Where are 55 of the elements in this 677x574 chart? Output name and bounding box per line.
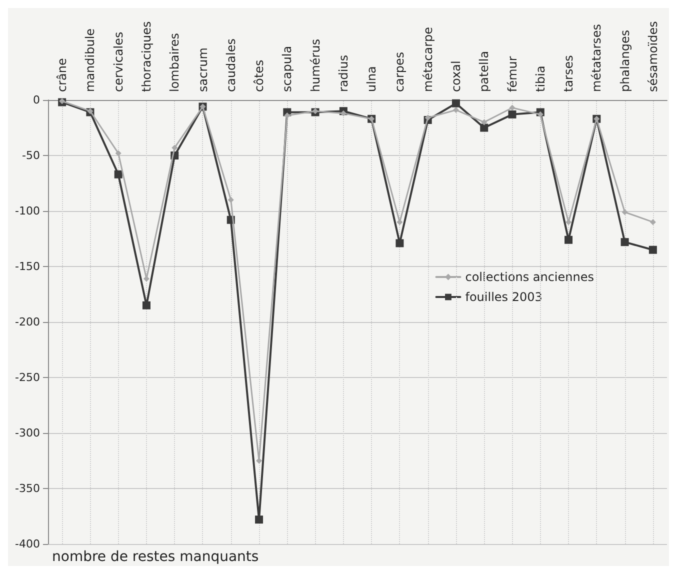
- x-tick-label: tarses: [562, 55, 576, 92]
- point: [509, 104, 516, 111]
- x-tick-label: sacrum: [196, 48, 210, 92]
- x-tick-label: lombaires: [168, 33, 182, 92]
- x-tick-label: humérus: [308, 38, 322, 92]
- y-tick-label: -200: [15, 316, 40, 328]
- y-tick-label: -400: [15, 538, 40, 550]
- point: [620, 238, 629, 246]
- x-tick-label: tibia: [533, 66, 548, 92]
- x-tick-label: sésamoïdes: [646, 21, 660, 92]
- point: [228, 196, 234, 203]
- point: [114, 170, 122, 178]
- legend-label: collections anciennes: [465, 270, 594, 284]
- y-tick-label: -350: [15, 482, 40, 495]
- x-tick-label: mandibule: [83, 28, 98, 92]
- legend-label: fouilles 2003: [465, 290, 542, 304]
- x-tick-label: côtes: [252, 60, 266, 92]
- x-tick-label: métacarpe: [420, 26, 435, 92]
- point: [452, 99, 460, 108]
- point: [172, 144, 178, 151]
- x-tick-label: crâne: [55, 58, 70, 92]
- y-tick-label: -300: [15, 426, 40, 440]
- x-tick-label: cervicales: [111, 32, 126, 92]
- x-tick-label: coxal: [448, 60, 463, 92]
- point: [142, 301, 150, 310]
- x-tick-label: caudales: [224, 38, 238, 92]
- x-tick-label: métatarses: [590, 24, 604, 92]
- point: [650, 219, 656, 226]
- point: [648, 246, 657, 254]
- x-tick-label: fémur: [505, 56, 520, 92]
- x-tick-label: ulna: [364, 66, 379, 92]
- point: [115, 150, 122, 156]
- point: [396, 239, 404, 248]
- point: [480, 124, 488, 132]
- text: nombre de restes manquants: [52, 549, 259, 565]
- x-tick-label: patella: [477, 50, 492, 92]
- x-tick-label: scapula: [280, 46, 294, 92]
- y-tick-label: -50: [22, 149, 40, 162]
- point: [537, 111, 544, 118]
- y-tick-label: 0: [33, 94, 40, 106]
- point: [452, 106, 459, 113]
- point: [508, 110, 516, 118]
- point: [622, 209, 628, 216]
- point: [255, 516, 264, 524]
- point: [340, 110, 346, 116]
- y-tick-label: -100: [15, 204, 40, 218]
- x-tick-label: radius: [336, 54, 350, 92]
- x-tick-label: phalanges: [618, 30, 632, 92]
- point: [564, 236, 573, 244]
- x-tick-label: thoraciques: [139, 21, 154, 92]
- point: [424, 114, 431, 121]
- y-tick-label: -150: [15, 260, 40, 273]
- x-tick-label: carpes: [392, 52, 407, 92]
- point: [481, 119, 488, 126]
- y-tick-label: -250: [15, 371, 40, 384]
